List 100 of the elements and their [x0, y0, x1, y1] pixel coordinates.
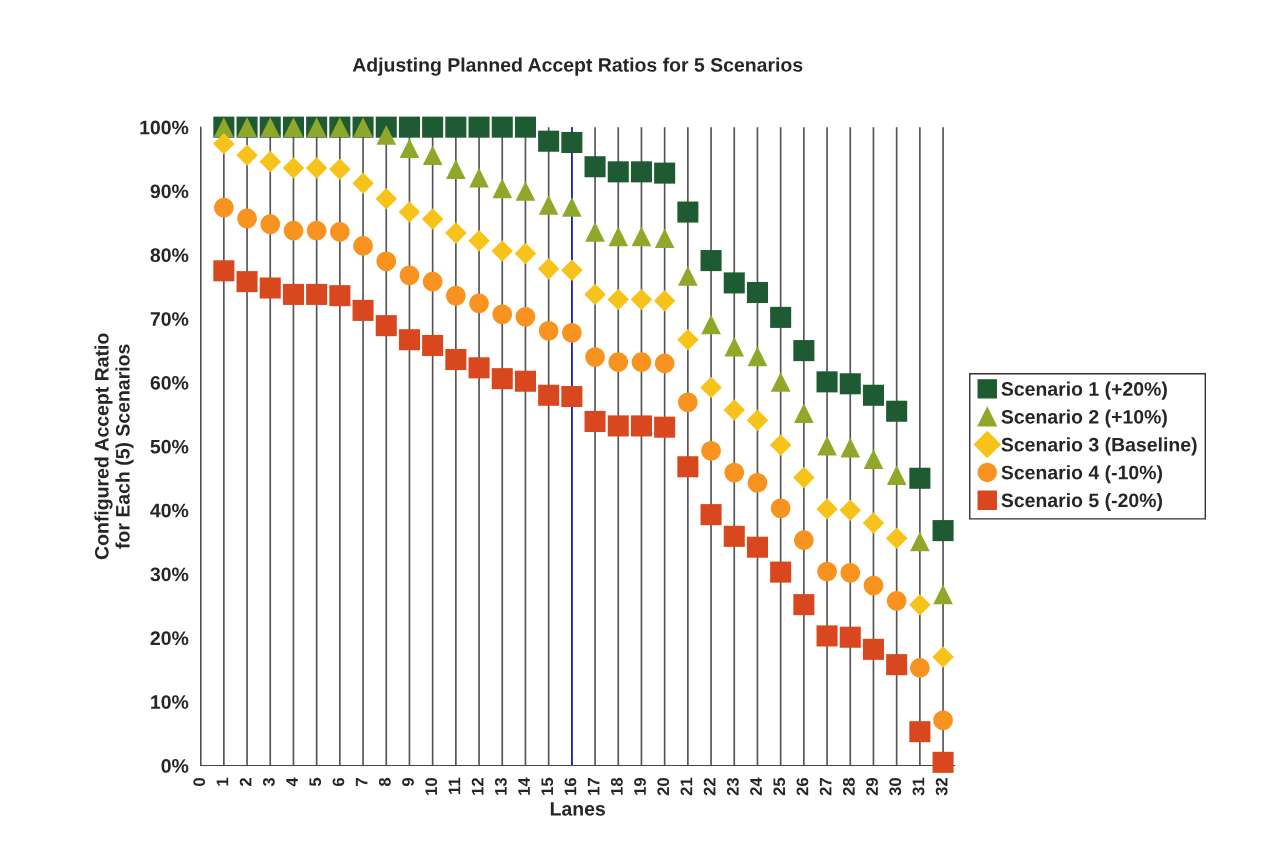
x-tick-label: 5 — [309, 777, 322, 787]
point — [886, 591, 907, 611]
point — [770, 372, 791, 392]
point — [909, 721, 931, 743]
y-tick-label: 10% — [151, 695, 189, 709]
point — [491, 240, 514, 262]
point — [469, 167, 489, 188]
x-tick-label: 29 — [866, 777, 878, 796]
point — [701, 440, 721, 461]
point — [794, 403, 814, 423]
legend-label: Scenario 4 (-10%) — [1001, 465, 1162, 484]
point — [446, 159, 466, 180]
point — [306, 220, 327, 241]
point — [839, 373, 861, 395]
point — [585, 222, 605, 242]
x-tick-label: 16 — [564, 777, 577, 795]
point — [608, 352, 629, 372]
point — [237, 208, 257, 229]
point — [909, 467, 931, 489]
point — [886, 465, 907, 485]
point — [561, 131, 583, 154]
x-tick-label: 0 — [193, 778, 206, 786]
point — [584, 156, 606, 178]
x-tick-label: 18 — [610, 777, 623, 795]
point — [770, 306, 792, 328]
point — [677, 201, 699, 223]
point — [538, 384, 560, 406]
y-tick-label: 100% — [140, 120, 189, 135]
point — [793, 594, 815, 616]
point — [909, 593, 931, 616]
y-tick-label: 50% — [150, 439, 189, 454]
point — [376, 251, 397, 272]
point — [538, 130, 560, 152]
x-tick-label: 19 — [634, 777, 646, 795]
y-tick-label: 20% — [150, 631, 189, 646]
point — [305, 157, 328, 179]
point — [259, 150, 282, 173]
point — [445, 348, 467, 371]
point — [514, 370, 536, 392]
point — [839, 626, 861, 648]
x-tick-label: 20 — [657, 778, 670, 796]
x-tick-label: 4 — [286, 777, 298, 787]
point — [630, 288, 653, 311]
point — [910, 658, 930, 678]
point — [515, 181, 536, 201]
x-tick-label: 21 — [680, 777, 693, 796]
point — [933, 710, 953, 731]
point — [422, 116, 444, 138]
point — [654, 162, 676, 184]
x-tick-label: 27 — [819, 778, 832, 796]
x-tick-label: 17 — [587, 778, 600, 795]
point — [630, 161, 652, 183]
point — [770, 561, 792, 583]
point — [700, 504, 722, 526]
point — [816, 625, 838, 647]
point — [283, 220, 304, 241]
point — [840, 437, 861, 458]
point — [746, 281, 768, 304]
x-tick-label: 1 — [216, 777, 229, 786]
chart-title: Adjusting Planned Accept Ratios for 5 Scenarios — [352, 57, 803, 76]
y-tick-label: 40% — [150, 503, 189, 518]
point — [817, 561, 837, 582]
x-tick-label: 24 — [750, 777, 762, 796]
point — [491, 368, 513, 390]
point — [933, 584, 953, 605]
point — [492, 178, 513, 199]
y-tick-label: 30% — [150, 567, 189, 582]
point — [863, 575, 884, 596]
point — [724, 336, 745, 357]
point — [631, 352, 652, 372]
point — [585, 347, 605, 367]
point — [330, 222, 350, 242]
point — [584, 283, 606, 306]
point — [213, 132, 235, 155]
point — [723, 525, 745, 547]
legend-label: Scenario 1 (+20%) — [1001, 381, 1167, 400]
point — [700, 376, 722, 399]
x-tick-label: 12 — [471, 778, 484, 795]
x-tick-label: 6 — [332, 777, 345, 786]
point — [816, 498, 838, 520]
point — [398, 116, 420, 138]
point — [398, 201, 421, 223]
x-tick-label: 14 — [518, 777, 530, 795]
point — [538, 195, 559, 215]
point — [259, 277, 281, 299]
point — [236, 144, 258, 166]
point — [375, 315, 397, 337]
point — [746, 536, 768, 558]
x-tick-label: 23 — [726, 777, 739, 796]
point — [213, 260, 235, 282]
point — [747, 346, 768, 367]
point — [885, 527, 908, 550]
legend-label: Scenario 2 (+10%) — [1001, 409, 1167, 428]
point — [607, 161, 629, 183]
point — [236, 271, 258, 293]
point — [793, 466, 815, 489]
point — [515, 306, 536, 327]
point — [607, 415, 629, 437]
x-tick-label: 25 — [773, 777, 786, 796]
point — [329, 158, 351, 181]
